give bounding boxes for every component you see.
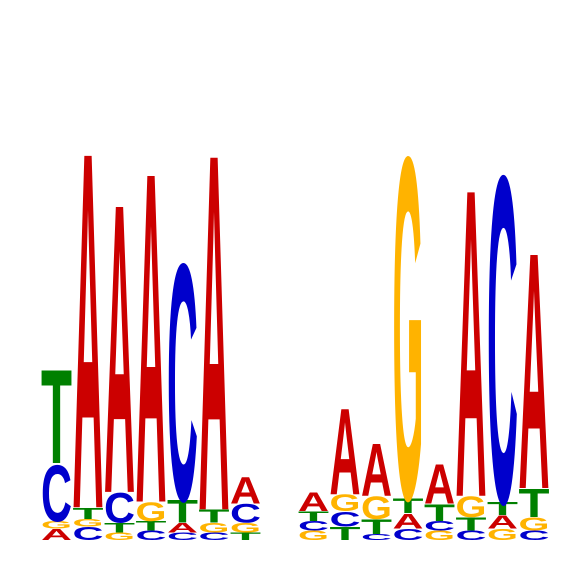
base-a-glyph: A	[330, 382, 361, 521]
base-c-glyph: C	[487, 79, 518, 566]
base-a-glyph: A	[298, 487, 329, 517]
base-a-glyph: A	[424, 453, 455, 516]
base-a-glyph: A	[104, 119, 135, 566]
base-a-glyph: A	[230, 469, 261, 512]
base-a-glyph: A	[199, 47, 230, 566]
base-a-glyph: A	[136, 75, 167, 566]
base-t-glyph: T	[41, 341, 72, 492]
base-a-glyph: A	[73, 45, 104, 566]
base-a-glyph: A	[456, 97, 487, 566]
base-g-glyph: G	[393, 55, 424, 566]
base-a-glyph: A	[519, 182, 550, 561]
base-c-glyph: C	[167, 194, 198, 566]
base-a-glyph: A	[361, 428, 392, 512]
